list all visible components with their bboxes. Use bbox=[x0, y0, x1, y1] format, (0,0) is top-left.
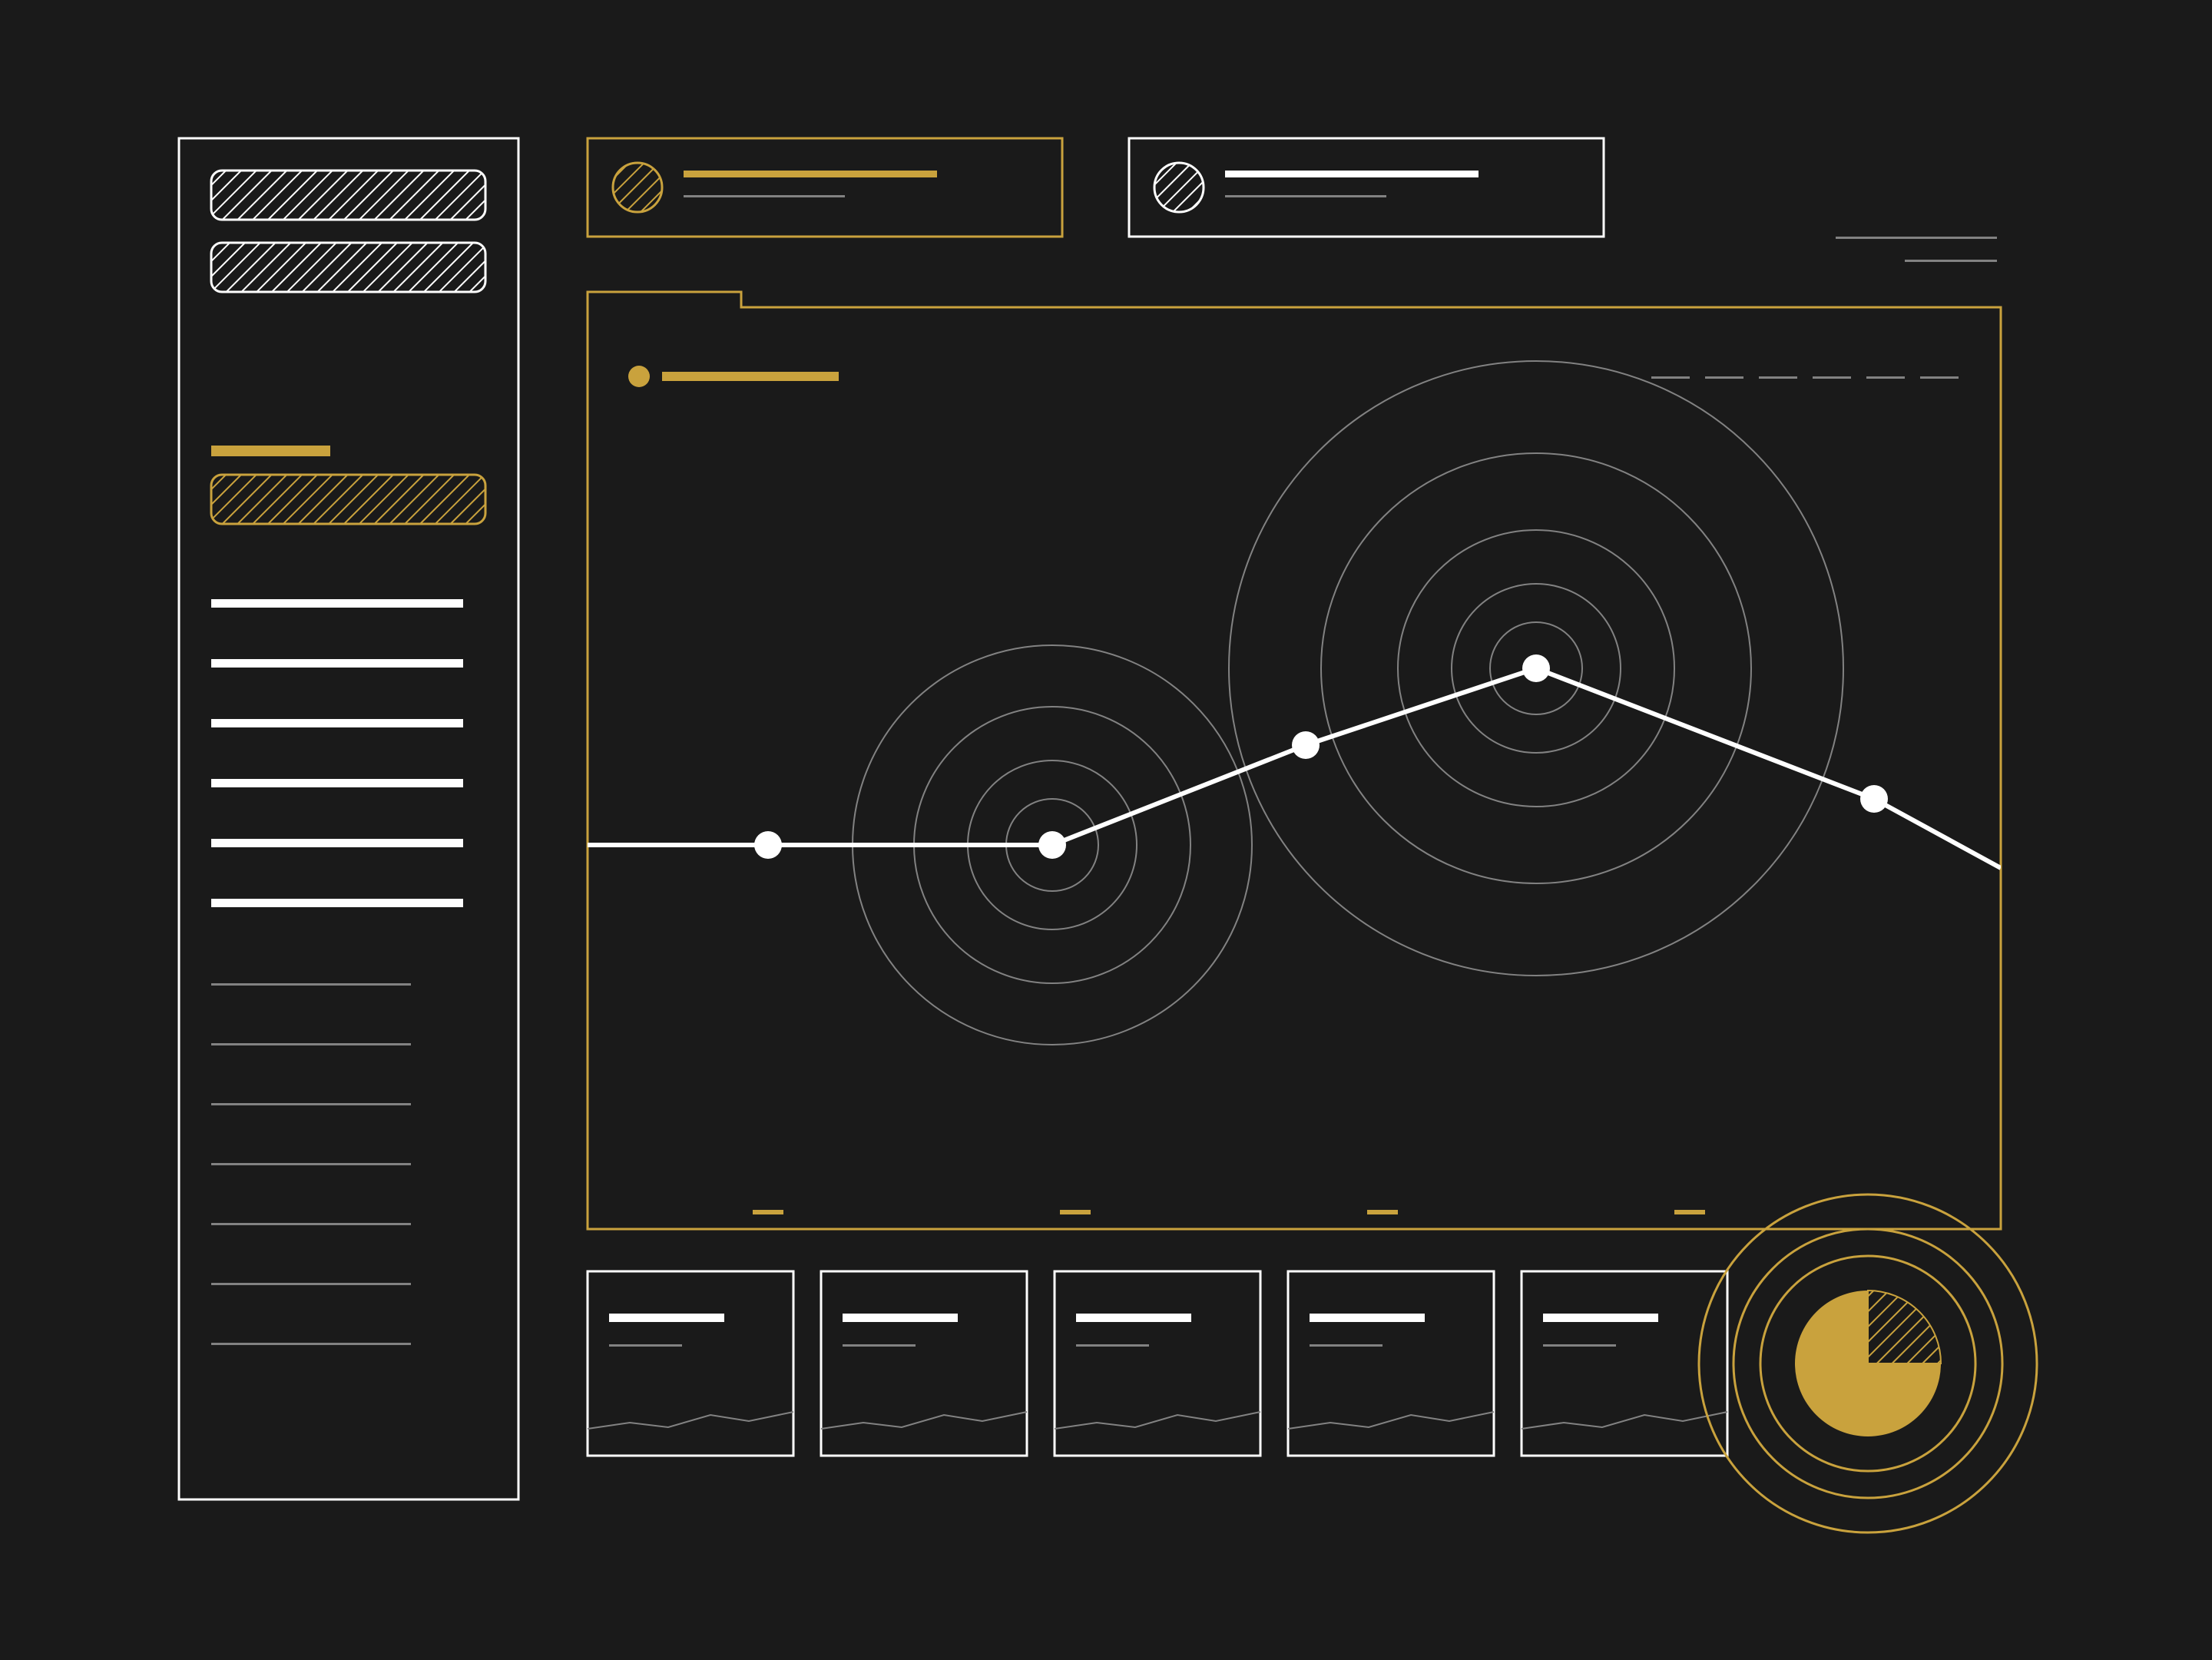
chart-legend-label bbox=[662, 372, 839, 381]
sidebar-sub-item[interactable] bbox=[211, 1103, 411, 1105]
stat-card-subtitle bbox=[609, 1344, 682, 1347]
chart-dash-5 bbox=[1920, 376, 1959, 379]
chart-dash-1 bbox=[1705, 376, 1743, 379]
header-card-2-subtitle bbox=[1225, 195, 1386, 197]
sidebar-active-item[interactable] bbox=[211, 475, 485, 524]
stat-card-title bbox=[1543, 1314, 1658, 1322]
sidebar-section-heading bbox=[211, 446, 330, 456]
sidebar-pill-2[interactable] bbox=[211, 243, 485, 292]
stat-card-subtitle bbox=[1543, 1344, 1616, 1347]
sidebar-sub-item[interactable] bbox=[211, 1163, 411, 1165]
chart-point[interactable] bbox=[754, 831, 782, 859]
header-card-1-subtitle bbox=[684, 195, 845, 197]
stat-card-subtitle bbox=[1076, 1344, 1149, 1347]
chart-point[interactable] bbox=[1292, 731, 1320, 759]
sidebar-sub-item[interactable] bbox=[211, 983, 411, 986]
chart-point[interactable] bbox=[1522, 654, 1550, 682]
chart-dash-4 bbox=[1866, 376, 1905, 379]
chart-dash-3 bbox=[1813, 376, 1851, 379]
sidebar-nav-item[interactable] bbox=[211, 599, 463, 608]
chart-dash-2 bbox=[1759, 376, 1797, 379]
chart-tick-0 bbox=[753, 1210, 783, 1214]
sidebar-sub-item[interactable] bbox=[211, 1043, 411, 1045]
stat-card-title bbox=[1076, 1314, 1191, 1322]
sidebar-nav-item[interactable] bbox=[211, 899, 463, 907]
dashboard-mockup bbox=[0, 0, 2212, 1660]
chart-tick-1 bbox=[1060, 1210, 1091, 1214]
header-mark-1 bbox=[1836, 237, 1997, 239]
header-card-2-icon bbox=[1154, 163, 1204, 212]
stat-card-title bbox=[1310, 1314, 1425, 1322]
chart-dash-0 bbox=[1651, 376, 1690, 379]
sidebar-sub-item[interactable] bbox=[211, 1283, 411, 1285]
sidebar-nav-item[interactable] bbox=[211, 659, 463, 668]
header-card-1-title bbox=[684, 171, 937, 177]
stat-card-title bbox=[609, 1314, 724, 1322]
chart-legend-dot bbox=[628, 366, 650, 387]
chart-tick-3 bbox=[1674, 1210, 1705, 1214]
chart-point[interactable] bbox=[1860, 785, 1888, 813]
header-card-2-title bbox=[1225, 171, 1479, 177]
chart-tick-2 bbox=[1367, 1210, 1398, 1214]
header-mark-2 bbox=[1905, 260, 1997, 262]
stat-card-subtitle bbox=[1310, 1344, 1382, 1347]
chart-point[interactable] bbox=[1038, 831, 1066, 859]
sidebar-sub-item[interactable] bbox=[211, 1343, 411, 1345]
stat-card-title bbox=[843, 1314, 958, 1322]
sidebar-sub-item[interactable] bbox=[211, 1223, 411, 1225]
stat-card-subtitle bbox=[843, 1344, 916, 1347]
sidebar-nav-item[interactable] bbox=[211, 839, 463, 847]
sidebar-pill-1[interactable] bbox=[211, 171, 485, 220]
header-card-1-icon bbox=[613, 163, 662, 212]
sidebar-nav-item[interactable] bbox=[211, 719, 463, 727]
sidebar-nav-item[interactable] bbox=[211, 779, 463, 787]
